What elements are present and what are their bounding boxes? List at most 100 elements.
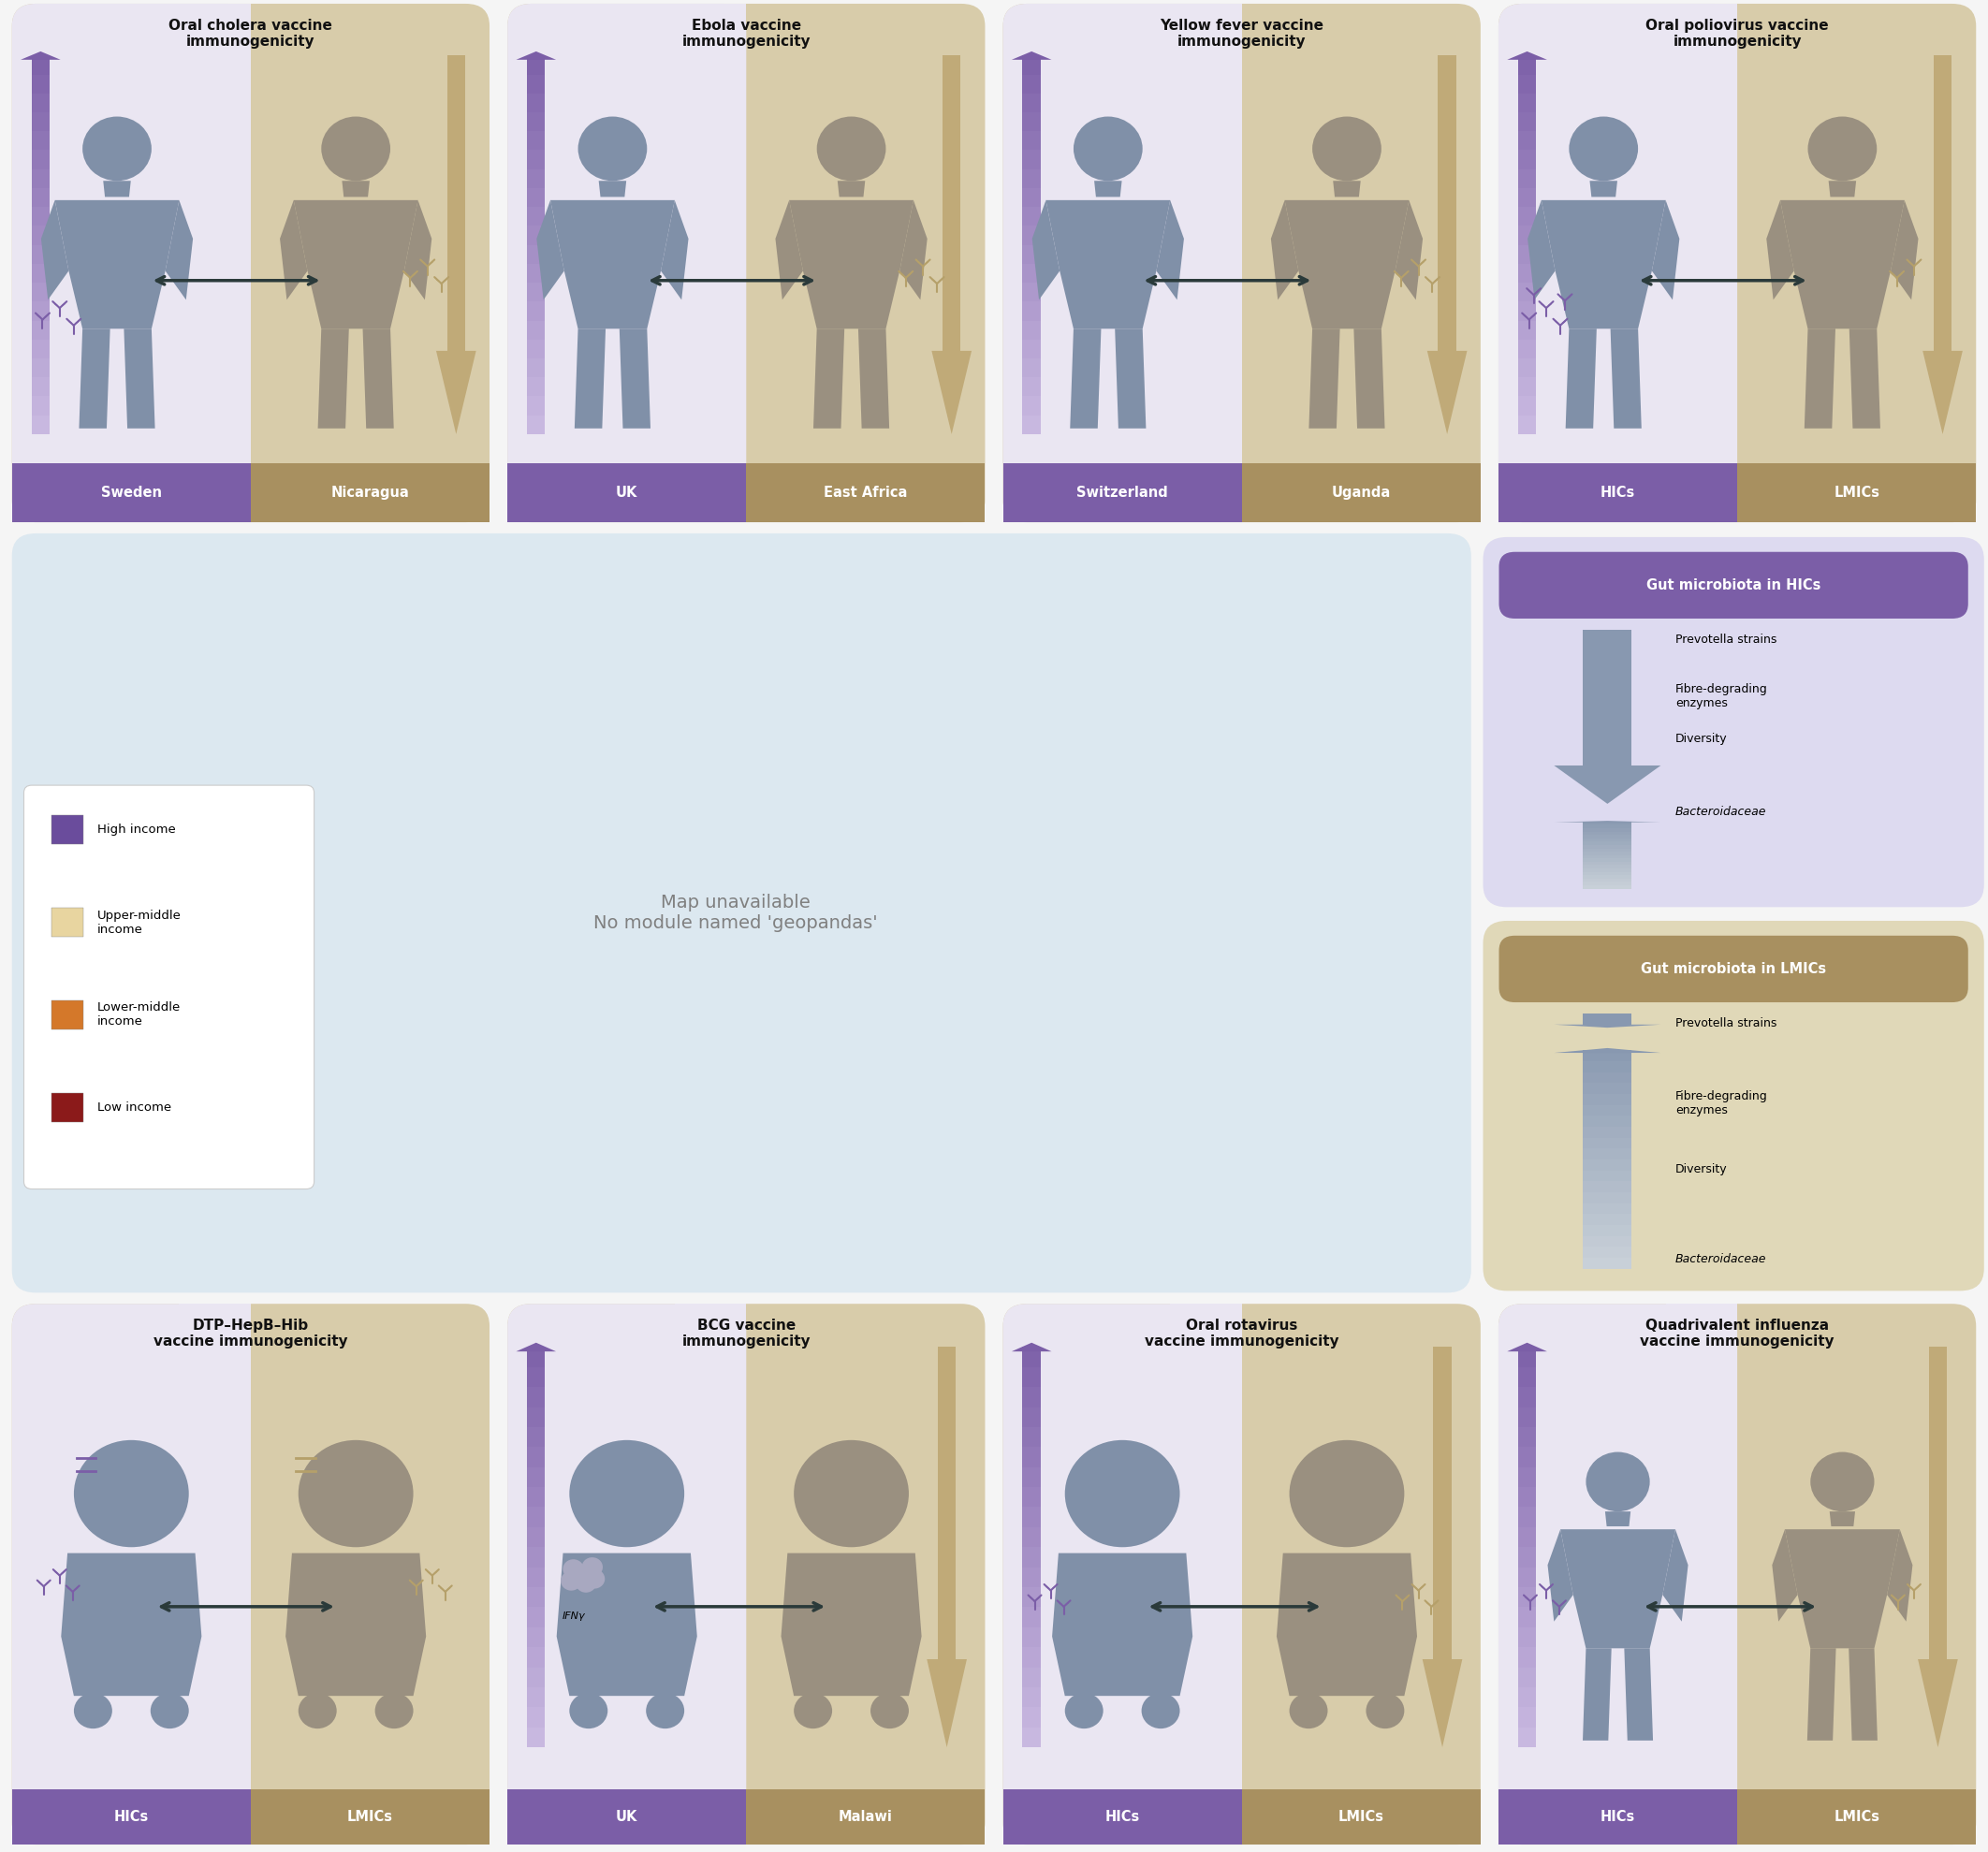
Polygon shape (286, 1554, 425, 1696)
Polygon shape (1396, 200, 1423, 300)
Polygon shape (1012, 52, 1052, 59)
FancyBboxPatch shape (507, 4, 746, 522)
Polygon shape (1610, 330, 1642, 428)
Bar (12, 1789, 250, 1845)
Bar (938, 1346, 956, 1659)
Bar (1022, 302, 1040, 320)
Bar (447, 56, 465, 350)
Text: Map unavailable
No module named 'geopandas': Map unavailable No module named 'geopand… (594, 895, 877, 932)
Text: Fibre-degrading
enzymes: Fibre-degrading enzymes (1676, 683, 1767, 709)
Bar (1499, 1789, 1738, 1845)
Bar (1934, 56, 1952, 350)
Circle shape (1807, 117, 1877, 181)
Bar (1022, 169, 1040, 189)
Polygon shape (1276, 1554, 1417, 1696)
Polygon shape (1785, 1530, 1901, 1648)
Bar (1519, 244, 1537, 263)
Bar (32, 56, 50, 74)
Bar (746, 463, 986, 522)
Bar (527, 415, 545, 433)
Polygon shape (1767, 200, 1793, 300)
Circle shape (1811, 1452, 1875, 1511)
Text: UK: UK (616, 1809, 638, 1824)
Polygon shape (123, 330, 155, 428)
Text: Fibre-degrading
enzymes: Fibre-degrading enzymes (1676, 1091, 1767, 1117)
Bar (1582, 1013, 1632, 1024)
Polygon shape (926, 1659, 966, 1746)
FancyBboxPatch shape (1499, 4, 1738, 522)
Bar (527, 359, 545, 378)
Polygon shape (103, 181, 131, 196)
FancyBboxPatch shape (507, 1304, 984, 1845)
Bar (1519, 359, 1537, 378)
Text: LMICs: LMICs (1833, 485, 1879, 500)
Polygon shape (932, 350, 972, 433)
Bar (527, 1608, 545, 1628)
Bar (527, 169, 545, 189)
Bar (179, 4, 250, 522)
Bar (1022, 1687, 1040, 1708)
Bar (527, 244, 545, 263)
Bar (1519, 1708, 1537, 1728)
Circle shape (584, 1569, 604, 1589)
Bar (527, 1428, 545, 1446)
Circle shape (1290, 1441, 1404, 1546)
FancyBboxPatch shape (24, 785, 314, 1189)
Polygon shape (1662, 1530, 1688, 1622)
Bar (1582, 1095, 1632, 1106)
Bar (1582, 1061, 1632, 1072)
Bar (1666, 4, 1738, 522)
FancyBboxPatch shape (1499, 935, 1968, 1002)
Polygon shape (1887, 1530, 1912, 1622)
Bar (1519, 131, 1537, 150)
Polygon shape (1582, 1648, 1612, 1741)
FancyBboxPatch shape (1002, 1304, 1242, 1845)
Bar (527, 396, 545, 415)
Bar (32, 226, 50, 244)
Polygon shape (1421, 1659, 1463, 1746)
Circle shape (298, 1441, 414, 1546)
Bar (1022, 415, 1040, 433)
Bar (527, 207, 545, 226)
Text: Switzerland: Switzerland (1077, 485, 1169, 500)
Polygon shape (1046, 200, 1171, 330)
Polygon shape (1604, 1511, 1630, 1526)
Circle shape (376, 1693, 414, 1728)
Polygon shape (1052, 1554, 1193, 1696)
Bar (1582, 1137, 1632, 1148)
Bar (1022, 1387, 1040, 1408)
Polygon shape (620, 330, 650, 428)
Bar (1738, 463, 1976, 522)
Bar (1582, 1204, 1632, 1215)
Bar (1582, 885, 1632, 889)
Circle shape (1569, 117, 1638, 181)
Circle shape (322, 117, 390, 181)
Bar (1582, 832, 1632, 835)
Polygon shape (56, 200, 179, 330)
Bar (1519, 226, 1537, 244)
Text: Oral cholera vaccine
immunogenicity: Oral cholera vaccine immunogenicity (169, 19, 332, 48)
Bar (507, 463, 746, 522)
Text: LMICs: LMICs (348, 1809, 394, 1824)
Bar (1582, 1235, 1632, 1246)
Bar (1582, 1117, 1632, 1126)
Polygon shape (1308, 330, 1340, 428)
Bar (1519, 1346, 1537, 1367)
Polygon shape (1032, 200, 1060, 300)
Bar (1022, 113, 1040, 131)
Circle shape (1066, 1441, 1179, 1546)
Bar (1022, 1487, 1040, 1508)
Polygon shape (294, 200, 417, 330)
Bar (1022, 320, 1040, 339)
Bar (1022, 1708, 1040, 1728)
Circle shape (1312, 117, 1382, 181)
Bar (674, 4, 746, 522)
Text: Nicaragua: Nicaragua (330, 485, 410, 500)
Bar (1582, 1258, 1632, 1269)
Polygon shape (42, 200, 70, 300)
Circle shape (151, 1693, 189, 1728)
Bar (527, 302, 545, 320)
Circle shape (1586, 1452, 1650, 1511)
Circle shape (793, 1693, 833, 1728)
Bar (1666, 1304, 1738, 1845)
